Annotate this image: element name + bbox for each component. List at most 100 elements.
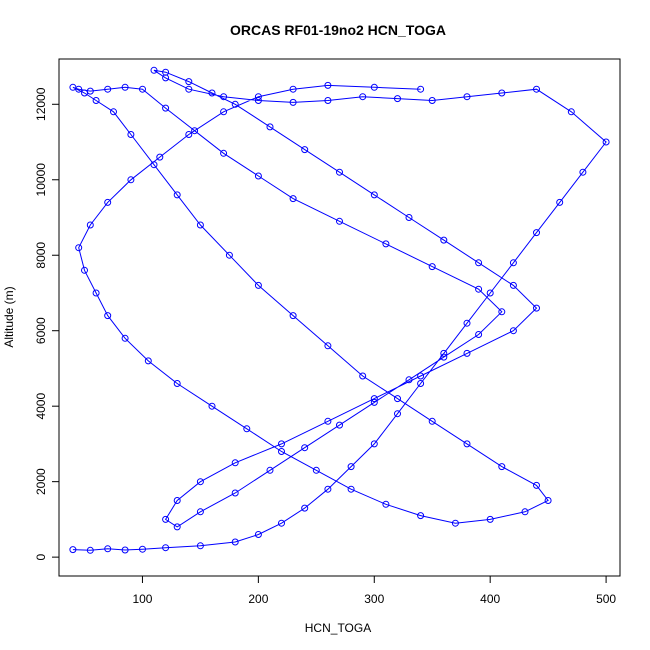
data-point <box>254 531 262 538</box>
data-point <box>208 89 216 97</box>
data-point <box>266 123 274 131</box>
data-point <box>278 448 285 455</box>
chart-title: ORCAS RF01-19no2 HCN_TOGA <box>230 22 446 38</box>
data-point <box>69 546 77 554</box>
data-point <box>417 380 425 387</box>
data-point <box>191 127 199 135</box>
data-point <box>196 221 204 229</box>
data-point <box>347 485 355 493</box>
data-point <box>509 327 517 335</box>
data-point <box>405 376 413 384</box>
data-point <box>394 395 401 403</box>
data-point <box>336 217 343 225</box>
data-point <box>220 149 228 157</box>
data-point <box>394 410 401 418</box>
data-point <box>463 93 471 101</box>
data-point <box>475 259 483 267</box>
series-layer <box>69 66 610 554</box>
y-tick-label: 12000 <box>34 87 48 121</box>
data-point <box>289 98 297 106</box>
data-point <box>110 108 117 116</box>
x-axis: 100 200 300 400 500 <box>132 575 616 606</box>
data-point <box>440 236 448 244</box>
data-point <box>428 263 436 271</box>
data-point <box>121 546 129 554</box>
data-point <box>289 85 297 93</box>
data-point <box>196 508 204 516</box>
data-point <box>243 425 251 433</box>
data-point <box>440 349 448 357</box>
data-point <box>231 538 239 546</box>
data-point <box>370 83 378 91</box>
x-tick-label: 100 <box>132 592 152 606</box>
data-point <box>162 515 170 523</box>
y-tick-label: 2000 <box>34 468 48 495</box>
data-point <box>220 108 228 116</box>
data-point <box>266 466 274 474</box>
plot-frame <box>58 58 621 577</box>
data-point <box>428 97 436 104</box>
data-point <box>533 85 540 93</box>
data-point <box>498 89 506 97</box>
data-point <box>394 95 401 103</box>
series-line <box>72 69 607 551</box>
data-point <box>451 519 459 527</box>
y-tick-label: 6000 <box>34 317 48 344</box>
data-point <box>312 466 320 474</box>
data-point <box>324 485 332 493</box>
data-point <box>405 214 413 221</box>
data-point <box>92 97 100 104</box>
data-point <box>602 138 610 146</box>
data-point <box>75 244 83 252</box>
data-point <box>196 478 204 486</box>
x-tick-label: 400 <box>480 592 500 606</box>
data-point <box>382 240 390 248</box>
data-point <box>301 444 309 452</box>
data-point <box>370 440 378 448</box>
data-point <box>475 285 483 293</box>
data-point <box>509 259 517 267</box>
data-point <box>463 349 471 357</box>
data-point <box>359 93 367 101</box>
data-point <box>104 545 112 553</box>
x-tick-label: 300 <box>364 592 384 606</box>
data-point <box>162 544 170 552</box>
data-point <box>498 463 506 471</box>
data-point <box>556 198 564 206</box>
data-point <box>231 459 239 467</box>
y-tick-label: 4000 <box>34 393 48 420</box>
data-point <box>196 542 204 550</box>
data-point <box>81 89 88 97</box>
data-point <box>278 440 285 448</box>
data-point <box>521 508 529 516</box>
y-tick-label: 10000 <box>34 163 48 197</box>
data-point <box>127 131 135 138</box>
data-point <box>162 68 170 76</box>
data-point <box>220 93 228 101</box>
y-tick-label: 8000 <box>34 242 48 269</box>
data-point <box>92 289 100 297</box>
data-point <box>231 100 239 108</box>
data-point <box>359 372 367 380</box>
data-point <box>121 83 129 91</box>
data-point <box>324 342 332 350</box>
data-point <box>382 500 390 508</box>
data-point <box>173 497 181 504</box>
data-point <box>225 251 233 259</box>
data-point <box>486 289 494 297</box>
data-point <box>324 81 332 89</box>
y-axis: 0 2000 4000 6000 8000 10000 12000 <box>34 87 60 560</box>
data-point <box>289 312 297 320</box>
data-point <box>370 191 378 199</box>
data-point <box>127 176 135 184</box>
data-point <box>417 85 425 93</box>
data-point <box>498 308 506 316</box>
data-point <box>567 108 575 116</box>
data-point <box>463 440 471 448</box>
data-point <box>475 331 483 338</box>
data-point <box>417 372 425 380</box>
data-point <box>579 168 587 176</box>
data-point <box>533 229 540 237</box>
data-point <box>231 489 239 497</box>
